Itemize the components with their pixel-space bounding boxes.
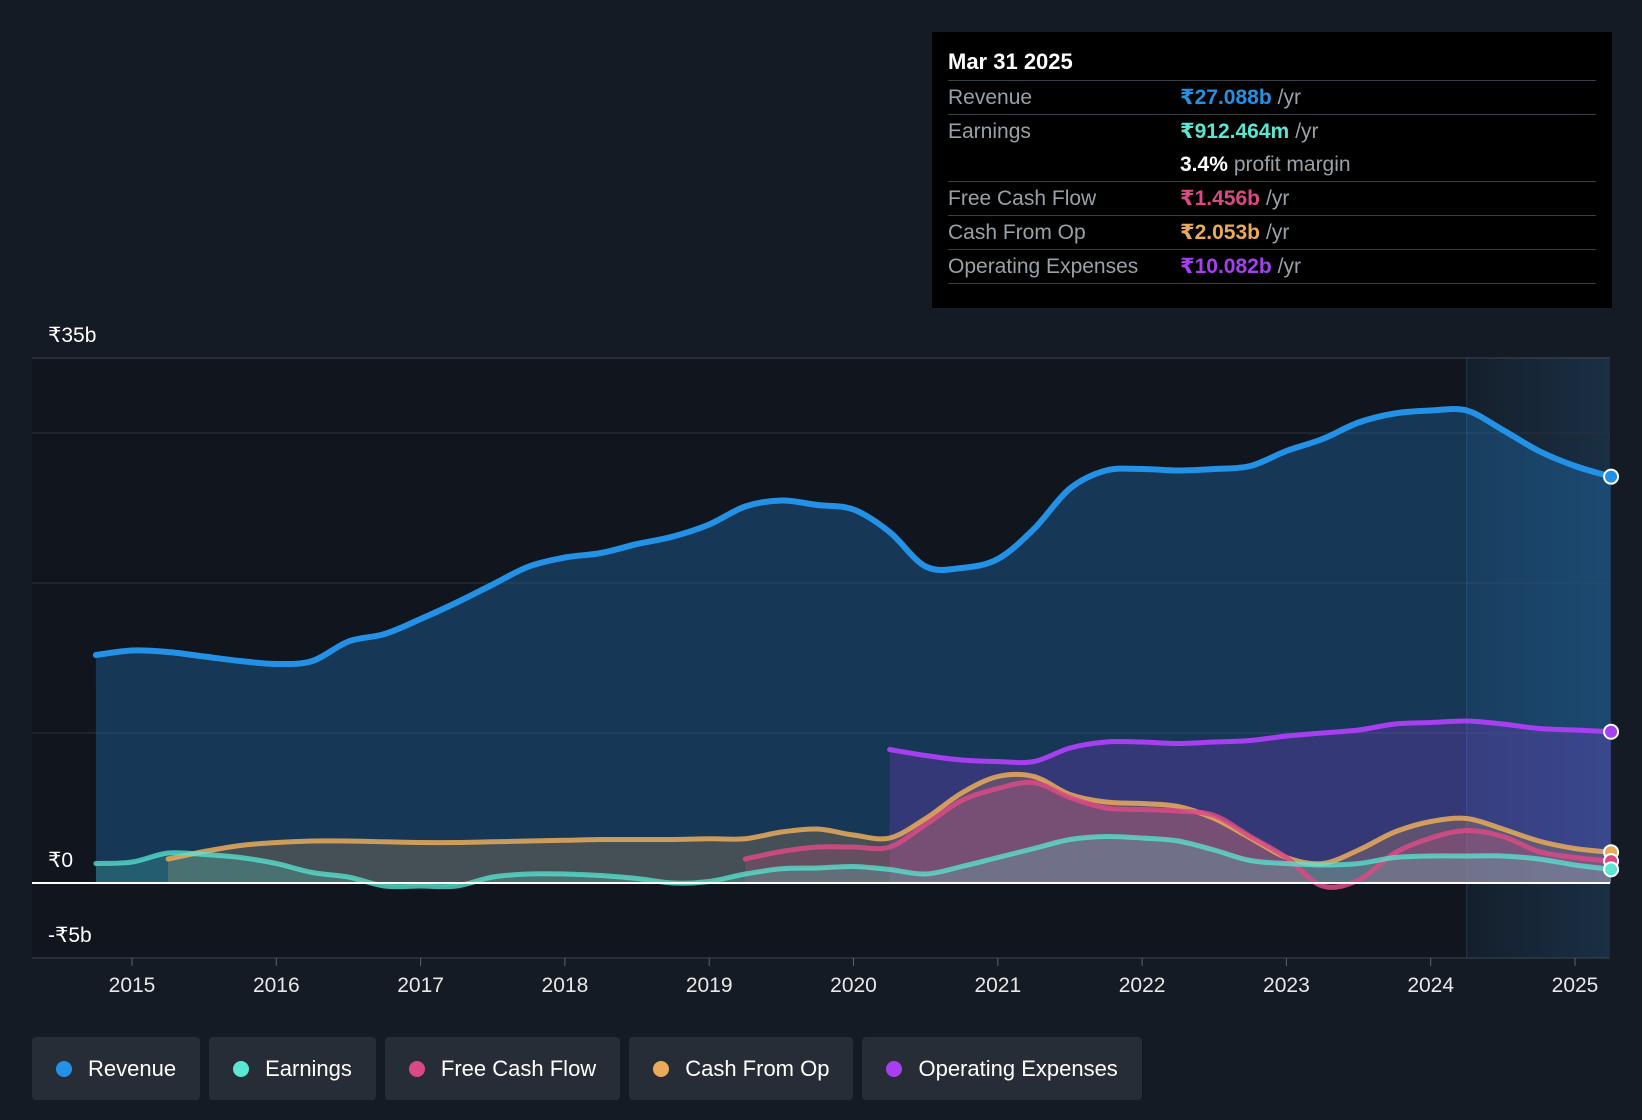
- tooltip: Mar 31 2025 Revenue ₹27.088b /yr Earning…: [932, 32, 1612, 308]
- earnings-endpoint: [1603, 861, 1620, 878]
- legend-item-revenue[interactable]: Revenue: [32, 1037, 201, 1100]
- revenue-endpoint: [1603, 468, 1620, 485]
- x-tick-label: 2015: [109, 974, 156, 997]
- opex-endpoint: [1603, 723, 1620, 740]
- y-tick-label: -₹5b: [48, 924, 92, 947]
- cfo-area: [168, 774, 1612, 883]
- x-tick-label: 2017: [397, 974, 444, 997]
- tooltip-unit: /yr: [1295, 119, 1319, 143]
- series-areas: [95, 408, 1612, 888]
- tooltip-row-cash-from-op: Cash From Op ₹2.053b /yr: [948, 215, 1596, 249]
- tooltip-value: ₹1.456b: [1180, 187, 1260, 210]
- tooltip-unit: /yr: [1266, 220, 1290, 244]
- x-tick-label: 2022: [1119, 974, 1166, 997]
- x-tick-label: 2021: [974, 974, 1021, 997]
- x-tick-label: 2023: [1263, 974, 1310, 997]
- tooltip-row-profit-margin: 3.4% profit margin: [948, 148, 1596, 181]
- x-tick-label: 2020: [830, 974, 877, 997]
- fcf-area: [745, 782, 1612, 888]
- legend-label: Revenue: [88, 1055, 177, 1081]
- tooltip-label: Operating Expenses: [948, 254, 1139, 278]
- x-tick-label: 2024: [1407, 974, 1454, 997]
- y-tick-label: ₹35b: [48, 324, 96, 347]
- x-tick-label: 2019: [686, 974, 733, 997]
- tooltip-unit: /yr: [1277, 254, 1301, 278]
- x-tick-label: 2018: [542, 974, 589, 997]
- tooltip-label: Free Cash Flow: [948, 186, 1097, 210]
- series-lines: [32, 405, 1615, 890]
- tooltip-row-operating-expenses: Operating Expenses ₹10.082b /yr: [948, 249, 1596, 284]
- x-axis: 2015 2016 2017 2018 2019 2020 2021 2022 2023 2024…: [109, 958, 1599, 997]
- tooltip-value: 3.4%: [1180, 152, 1228, 176]
- opex-line: [887, 718, 1614, 766]
- tooltip-label: Cash From Op: [948, 220, 1086, 244]
- revenue-line: [92, 405, 1615, 668]
- legend-label: Operating Expenses: [918, 1055, 1118, 1081]
- tooltip-unit: /yr: [1266, 186, 1290, 210]
- x-tick-label: 2016: [253, 974, 300, 997]
- tooltip-date: Mar 31 2025: [948, 49, 1073, 74]
- tooltip-unit: profit margin: [1233, 152, 1351, 176]
- free-cash-flow-dot-icon: [408, 1060, 425, 1077]
- legend-item-operating-expenses[interactable]: Operating Expenses: [862, 1037, 1142, 1100]
- earnings-dot-icon: [233, 1060, 250, 1077]
- revenue-area: [95, 408, 1612, 883]
- legend-item-cash-from-op[interactable]: Cash From Op: [629, 1037, 854, 1100]
- legend-item-earnings[interactable]: Earnings: [209, 1037, 376, 1100]
- legend-label: Free Cash Flow: [440, 1055, 597, 1081]
- revenue-dot-icon: [56, 1060, 72, 1077]
- cfo-line: [165, 771, 1614, 867]
- chart: 2015 2016 2017 2018 2019 2020 2021 2022 2023 2024…: [32, 324, 1620, 997]
- x-tick-label: 2025: [1552, 974, 1599, 997]
- tooltip-row-revenue: Revenue ₹27.088b /yr: [948, 80, 1596, 114]
- tooltip-label: Revenue: [948, 85, 1033, 109]
- tooltip-value: ₹2.053b: [1180, 221, 1260, 244]
- opex-area: [889, 720, 1612, 883]
- earnings-line: [93, 833, 1614, 890]
- tooltip-value: ₹10.082b: [1180, 255, 1272, 278]
- legend: Revenue Earnings Free Cash Flow Cash Fro…: [32, 1037, 1142, 1100]
- y-axis: ₹35b ₹0 -₹5b: [48, 324, 96, 947]
- tooltip-row-free-cash-flow: Free Cash Flow ₹1.456b /yr: [948, 181, 1596, 215]
- tooltip-label: Earnings: [948, 119, 1031, 143]
- tooltip-unit: /yr: [1277, 85, 1301, 109]
- gridlines: [32, 357, 1610, 959]
- series-endpoints: [1603, 468, 1620, 878]
- tooltip-value: ₹27.088b: [1180, 86, 1272, 109]
- cash-from-op-dot-icon: [653, 1060, 670, 1077]
- legend-item-free-cash-flow[interactable]: Free Cash Flow: [384, 1037, 621, 1100]
- y-tick-label: ₹0: [48, 849, 73, 872]
- legend-label: Cash From Op: [685, 1055, 830, 1081]
- operating-expenses-dot-icon: [886, 1060, 903, 1077]
- fcf-line: [742, 779, 1614, 890]
- tooltip-row-earnings: Earnings ₹912.464m /yr: [948, 114, 1596, 148]
- legend-label: Earnings: [265, 1055, 352, 1081]
- earnings-area: [95, 836, 1612, 887]
- tooltip-value: ₹912.464m: [1180, 120, 1290, 143]
